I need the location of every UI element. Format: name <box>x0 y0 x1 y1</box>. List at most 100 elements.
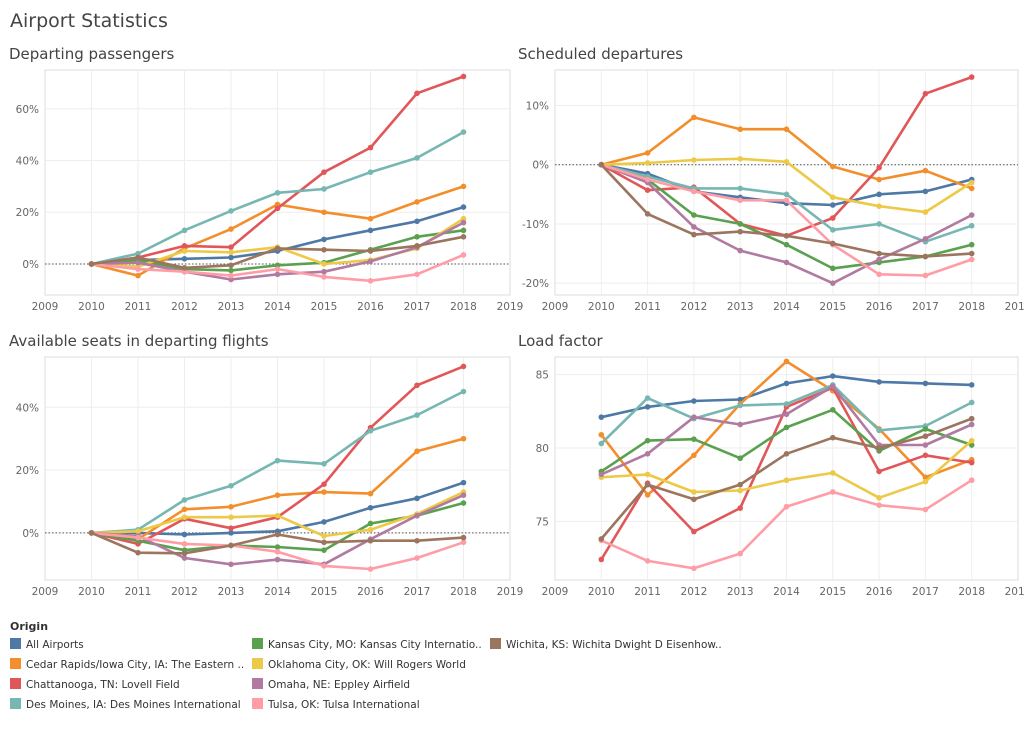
data-point-all-airports <box>321 519 327 525</box>
data-point-chattanooga <box>460 363 467 370</box>
legend-item-wichita[interactable]: Wichita, KS: Wichita Dwight D Eisenhow.. <box>490 638 722 652</box>
data-point-all-airports <box>181 531 188 538</box>
data-point-chattanooga <box>181 243 188 249</box>
x-tick-label: 2012 <box>681 586 708 598</box>
legend-item-tulsa[interactable]: Tulsa, OK: Tulsa International <box>252 698 420 712</box>
data-point-des-moines <box>783 191 790 198</box>
data-point-wichita <box>737 481 743 488</box>
legend-label: Des Moines, IA: Des Moines International <box>26 699 241 711</box>
x-tick-label: 2015 <box>819 301 846 313</box>
data-point-cedar-rapids <box>181 506 188 513</box>
data-point-cedar-rapids <box>460 435 467 442</box>
y-tick-label: -20% <box>522 278 549 290</box>
data-point-kansas-city <box>968 241 975 248</box>
legend-label: Cedar Rapids/Iowa City, IA: The Eastern … <box>26 659 245 671</box>
data-point-omaha <box>414 512 420 519</box>
data-point-all-airports <box>830 202 836 208</box>
data-point-wichita <box>135 254 141 261</box>
x-tick-label: 2013 <box>218 586 245 598</box>
x-tick-label: 2011 <box>125 586 152 598</box>
data-point-omaha <box>367 258 374 265</box>
data-point-des-moines <box>968 222 975 229</box>
data-point-tulsa <box>922 272 929 279</box>
data-point-omaha <box>922 235 929 242</box>
data-point-oklahoma-city <box>644 160 651 166</box>
legend-swatch <box>10 658 21 669</box>
data-point-wichita <box>598 161 605 168</box>
data-point-omaha <box>968 212 975 218</box>
data-point-all-airports <box>414 495 420 502</box>
data-point-all-airports <box>414 218 420 225</box>
data-point-tulsa <box>181 541 188 547</box>
data-point-des-moines <box>644 395 651 401</box>
y-tick-label: 0% <box>22 528 39 540</box>
legend-label: Wichita, KS: Wichita Dwight D Eisenhow.. <box>506 639 722 651</box>
data-point-all-airports <box>922 380 929 387</box>
data-point-wichita <box>228 542 234 549</box>
legend-swatch <box>490 638 501 649</box>
data-point-kansas-city <box>274 262 281 269</box>
legend-item-oklahoma-city[interactable]: Oklahoma City, OK: Will Rogers World <box>252 658 466 672</box>
legend-swatch <box>252 638 263 649</box>
data-point-wichita <box>968 250 975 257</box>
data-point-tulsa <box>321 563 327 569</box>
data-point-oklahoma-city <box>783 158 790 165</box>
data-point-chattanooga <box>367 144 374 151</box>
data-point-chattanooga <box>691 528 697 535</box>
data-point-kansas-city <box>460 500 467 506</box>
legend-item-all-airports[interactable]: All Airports <box>10 638 84 652</box>
x-tick-label: 2010 <box>588 301 615 313</box>
data-point-wichita <box>367 248 374 254</box>
data-point-cedar-rapids <box>274 492 281 498</box>
data-point-all-airports <box>228 254 234 261</box>
data-point-cedar-rapids <box>644 492 651 498</box>
data-point-omaha <box>181 555 188 561</box>
data-point-oklahoma-city <box>135 528 141 535</box>
data-point-kansas-city <box>783 241 790 248</box>
data-point-tulsa <box>274 548 281 555</box>
y-tick-label: 0% <box>22 259 39 271</box>
x-tick-label: 2017 <box>912 301 939 313</box>
legend-item-cedar-rapids[interactable]: Cedar Rapids/Iowa City, IA: The Eastern … <box>10 658 244 672</box>
data-point-all-airports <box>228 530 234 536</box>
data-point-omaha <box>598 471 605 478</box>
legend-item-kansas-city[interactable]: Kansas City, MO: Kansas City Internatio.… <box>252 638 482 652</box>
data-point-kansas-city <box>644 437 651 444</box>
data-point-tulsa <box>135 266 141 272</box>
data-point-wichita <box>321 246 327 253</box>
x-tick-label: 2018 <box>958 586 985 598</box>
data-point-tulsa <box>783 503 790 510</box>
data-point-omaha <box>691 414 697 420</box>
legend-item-chattanooga[interactable]: Chattanooga, TN: Lovell Field <box>10 678 180 692</box>
data-point-chattanooga <box>830 215 836 221</box>
data-point-kansas-city <box>830 407 836 413</box>
data-point-oklahoma-city <box>228 514 234 520</box>
data-point-chattanooga <box>228 244 234 250</box>
data-point-kansas-city <box>367 520 374 527</box>
legend-item-omaha[interactable]: Omaha, NE: Eppley Airfield <box>252 678 410 692</box>
data-point-wichita <box>737 228 743 235</box>
data-point-tulsa <box>830 489 836 495</box>
data-point-omaha <box>274 271 281 278</box>
x-tick-label: 2016 <box>866 301 893 313</box>
x-tick-label: 2016 <box>357 301 384 313</box>
x-tick-label: 2011 <box>125 301 152 313</box>
x-tick-label: 2009 <box>542 301 569 313</box>
x-tick-label: 2017 <box>912 586 939 598</box>
data-point-cedar-rapids <box>367 215 374 222</box>
legend: Origin All Airports Cedar Rapids/Iowa Ci… <box>10 620 1010 720</box>
data-point-oklahoma-city <box>691 489 697 495</box>
data-point-tulsa <box>181 268 188 275</box>
data-point-cedar-rapids <box>598 431 605 438</box>
data-point-tulsa <box>414 555 420 561</box>
data-point-des-moines <box>737 185 743 192</box>
x-tick-label: 2014 <box>264 301 291 313</box>
x-tick-label: 2012 <box>681 301 708 313</box>
x-tick-label: 2016 <box>866 586 893 598</box>
legend-item-des-moines[interactable]: Des Moines, IA: Des Moines International <box>10 698 241 712</box>
data-point-oklahoma-city <box>922 209 929 215</box>
x-tick-label: 2019 <box>1005 301 1024 313</box>
data-point-cedar-rapids <box>460 183 467 190</box>
legend-title: Origin <box>10 620 49 633</box>
data-point-cedar-rapids <box>228 226 234 232</box>
